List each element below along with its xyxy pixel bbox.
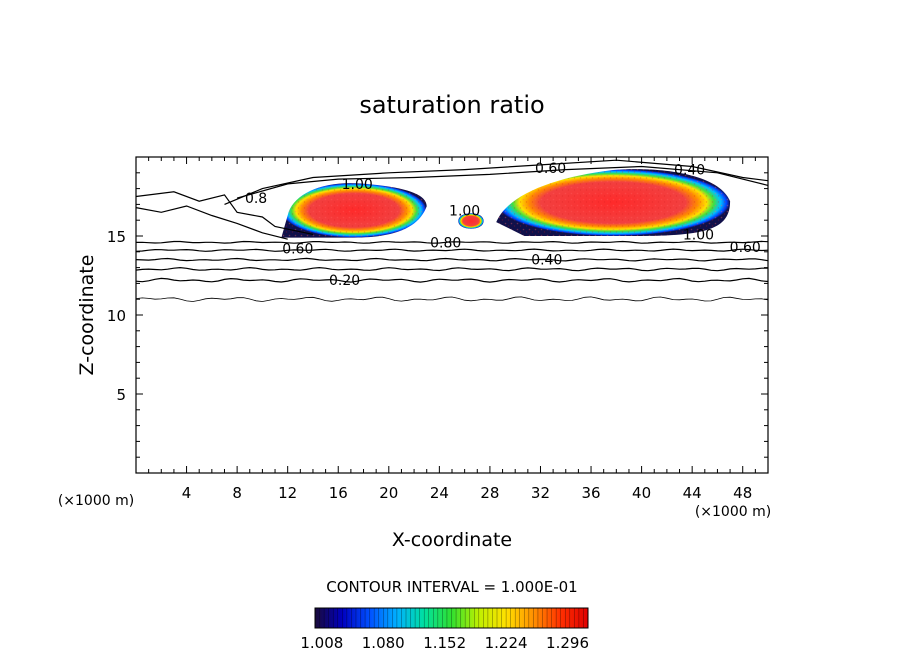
colorbar-tick-labels: 1.008 1.080 1.152 1.224 1.296 — [300, 634, 589, 652]
y-axis-label: Z-coordinate — [76, 255, 98, 376]
x-tick-label: 40 — [632, 484, 651, 502]
colorbar-hatching — [314, 608, 589, 628]
contour-label: 0.80 — [430, 235, 461, 251]
supersaturated-texture — [496, 169, 731, 236]
contour-line — [135, 240, 769, 244]
axis-ticks — [136, 157, 768, 473]
contour-label: 0.8 — [245, 191, 267, 207]
contour-label: 1.00 — [449, 204, 480, 220]
contour-line — [135, 266, 769, 272]
y-tick-labels: 5 10 15 — [107, 228, 126, 404]
contour-label: 0.60 — [730, 240, 761, 256]
colorbar-tick-label: 1.008 — [300, 634, 343, 652]
y-tick-label: 15 — [107, 228, 126, 246]
contour-label: 0.60 — [282, 242, 313, 258]
contour-line — [224, 159, 769, 205]
contour-interval-label: CONTOUR INTERVAL = 1.000E-01 — [326, 578, 577, 596]
contour-line — [135, 248, 769, 252]
x-tick-label: 20 — [379, 484, 398, 502]
x-tick-labels: 4 8 12 16 20 24 28 32 36 40 44 48 — [182, 484, 752, 502]
x-unit-label: (×1000 m) — [695, 504, 771, 520]
colorbar-tick-label: 1.296 — [546, 634, 589, 652]
x-tick-label: 28 — [480, 484, 499, 502]
x-axis-label: X-coordinate — [392, 529, 512, 551]
x-tick-label: 36 — [581, 484, 600, 502]
y-tick-label: 5 — [116, 386, 126, 404]
contour-label: 0.40 — [531, 253, 562, 269]
contour-label: 0.40 — [674, 163, 705, 179]
supersaturated-region — [458, 213, 484, 229]
contour-line — [135, 191, 314, 235]
colorbar-tick-label: 1.152 — [423, 634, 466, 652]
x-tick-label: 12 — [278, 484, 297, 502]
contour-label: 0.20 — [329, 273, 360, 289]
colorbar: 1.008 1.080 1.152 1.224 1.296 — [300, 607, 589, 652]
colorbar-tick-label: 1.080 — [362, 634, 405, 652]
contour-label: 0.60 — [535, 161, 566, 177]
contour-label: 1.00 — [683, 227, 714, 243]
y-unit-label: (×1000 m) — [58, 493, 134, 509]
contour-line — [135, 296, 769, 302]
saturation-fill — [281, 169, 731, 238]
x-tick-label: 8 — [232, 484, 242, 502]
contour-line — [135, 205, 288, 240]
x-tick-label: 4 — [182, 484, 192, 502]
chart-title: saturation ratio — [359, 91, 544, 119]
contour-line — [135, 257, 769, 262]
x-tick-label: 24 — [430, 484, 449, 502]
contour-line — [135, 277, 769, 283]
contour-labels: 0.60 0.40 1.00 0.8 1.00 1.00 0.80 0.60 0.60 0.40 0… — [245, 161, 761, 289]
contour-lines — [135, 159, 769, 302]
y-tick-label: 10 — [107, 307, 126, 325]
supersaturated-texture — [281, 183, 427, 238]
contour-label: 1.00 — [342, 177, 373, 193]
contour-line — [236, 165, 769, 199]
x-tick-label: 32 — [531, 484, 550, 502]
x-tick-label: 16 — [329, 484, 348, 502]
x-tick-label: 44 — [683, 484, 702, 502]
colorbar-tick-label: 1.224 — [485, 634, 528, 652]
x-tick-label: 48 — [733, 484, 752, 502]
